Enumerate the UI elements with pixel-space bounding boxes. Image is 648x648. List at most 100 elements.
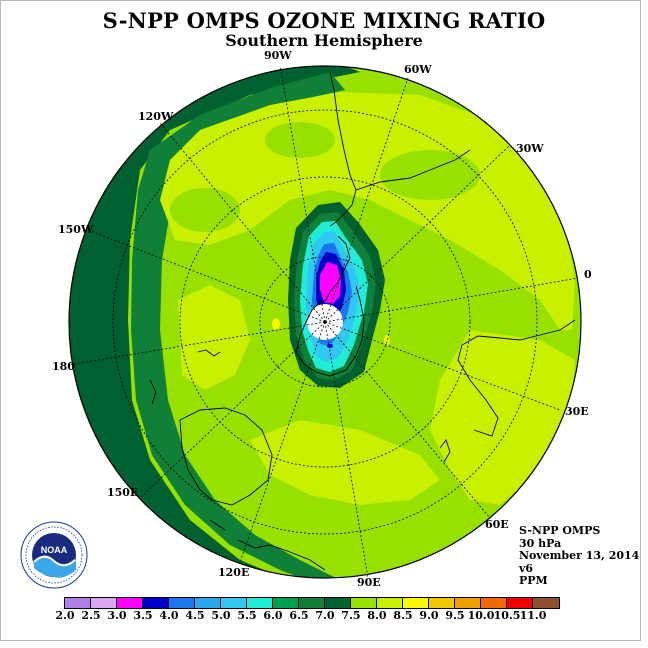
colorbar-swatch	[325, 598, 351, 608]
colorbar-tick-label: 6.0	[263, 609, 283, 622]
colorbar-swatch	[377, 598, 403, 608]
coast-antarctica	[295, 285, 365, 377]
colorbar-tick-label: 7.0	[315, 609, 335, 622]
pole-dot	[323, 320, 327, 324]
map-subtitle: Southern Hemisphere	[225, 31, 423, 50]
coast-australia	[179, 407, 273, 506]
meridian-90e	[324, 321, 369, 579]
coast-africa	[457, 319, 576, 437]
colorbar-swatch	[403, 598, 429, 608]
colorbar-swatch	[143, 598, 169, 608]
colorbar-tick-label: 11.0	[519, 609, 547, 622]
colorbar-tick-label: 3.5	[133, 609, 153, 622]
colorbar-tick-label: 8.5	[393, 609, 413, 622]
meridian-60w	[324, 77, 409, 323]
field-yellow-green-south	[250, 420, 440, 505]
field-mid-green-patch	[170, 188, 240, 232]
lon-label-30e: 30E	[565, 405, 589, 418]
coast-madagascar	[439, 439, 451, 463]
image-frame	[0, 0, 641, 641]
latitude-circle-60	[259, 256, 391, 388]
lon-label-120e: 120E	[218, 566, 250, 579]
meridian-150e	[139, 321, 326, 499]
field-yellow-green-north	[160, 92, 575, 330]
colorbar-swatch	[455, 598, 481, 608]
field-yellow-green-west	[178, 285, 250, 390]
meridian-30w	[324, 144, 511, 323]
colorbar-swatch	[247, 598, 273, 608]
lon-label-60e: 60E	[485, 518, 509, 531]
colorbar-swatch	[169, 598, 195, 608]
map-boundary	[68, 65, 582, 579]
colorbar-swatch	[65, 598, 91, 608]
latitude-circle-30	[179, 176, 471, 468]
colorbar-tick-label: 9.5	[445, 609, 465, 622]
meridian-120w	[159, 122, 326, 323]
meridian-30e	[324, 321, 561, 411]
info-date: November 13, 2014	[519, 549, 640, 562]
meridian-90w	[279, 65, 326, 323]
info-level: 30 hPa	[519, 536, 562, 550]
meridian-120e	[239, 321, 326, 563]
colorbar-tick-label: 10.5	[493, 609, 521, 622]
noaa-logo: NOAA	[20, 521, 88, 589]
lon-label-150e: 150E	[107, 486, 139, 499]
latitude-circle-0	[112, 109, 538, 535]
colorbar-tick-label: 10.0	[467, 609, 495, 622]
field-mid-green-patch2	[380, 150, 480, 200]
colorbar-tick-label: 9.0	[419, 609, 439, 622]
lon-label-90w: 90W	[264, 49, 292, 62]
meridian-0	[324, 277, 579, 323]
colorbar-tick-label: 2.0	[55, 609, 75, 622]
colorbar-tick-label: 4.0	[159, 609, 179, 622]
colorbar-swatch	[273, 598, 299, 608]
colorbar-tick-label: 3.0	[107, 609, 127, 622]
colorbar-swatch	[299, 598, 325, 608]
colorbar-swatch	[195, 598, 221, 608]
lon-label-150w: 150W	[58, 223, 94, 236]
graticule	[68, 65, 579, 579]
coast-indonesia	[209, 519, 326, 571]
field-yellow-spot2	[384, 335, 390, 345]
lon-label-30w: 30W	[516, 142, 544, 155]
lon-label-60w: 60W	[404, 63, 432, 76]
colorbar-tick-label: 7.5	[341, 609, 361, 622]
ozone-field	[69, 66, 581, 578]
colorbar-tick-label: 5.0	[211, 609, 231, 622]
colorbar-tick-label: 4.5	[185, 609, 205, 622]
vortex-magenta	[320, 262, 341, 304]
colorbar-swatch	[91, 598, 117, 608]
coast-south-america	[329, 71, 471, 227]
vortex-blue-spot	[327, 344, 333, 348]
info-version: v6	[519, 561, 534, 575]
coastlines	[149, 71, 576, 571]
colorbar-swatch	[481, 598, 507, 608]
noaa-logo-text: NOAA	[41, 545, 68, 555]
colorbar-tick-label: 5.5	[237, 609, 257, 622]
meridian-60e	[324, 321, 491, 519]
field-mid-green-patch3	[265, 122, 335, 158]
lon-label-180: 180	[52, 360, 75, 373]
colorbar-swatch	[351, 598, 377, 608]
field-dark-green-west	[69, 66, 360, 578]
info-instrument: S-NPP OMPS	[519, 524, 601, 537]
coast-new-zealand	[149, 349, 221, 405]
map-title: S-NPP OMPS OZONE MIXING RATIO	[102, 8, 546, 33]
lon-label-90e: 90E	[357, 576, 381, 589]
colorbar-tick-label: 6.5	[289, 609, 309, 622]
colorbar-tick-label: 2.5	[81, 609, 101, 622]
field-yellow-spot	[272, 318, 280, 330]
lon-label-0: 0	[584, 268, 592, 281]
lon-label-120w: 120W	[138, 110, 174, 123]
meridian-180	[68, 321, 326, 366]
info-units: PPM	[519, 574, 548, 587]
colorbar-swatch	[533, 598, 559, 608]
colorbar	[64, 597, 560, 609]
colorbar-swatch	[117, 598, 143, 608]
colorbar-swatch	[507, 598, 533, 608]
coast-antarctic-peninsula	[325, 235, 351, 301]
colorbar-swatch	[429, 598, 455, 608]
colorbar-tick-label: 8.0	[367, 609, 387, 622]
colorbar-swatch	[221, 598, 247, 608]
